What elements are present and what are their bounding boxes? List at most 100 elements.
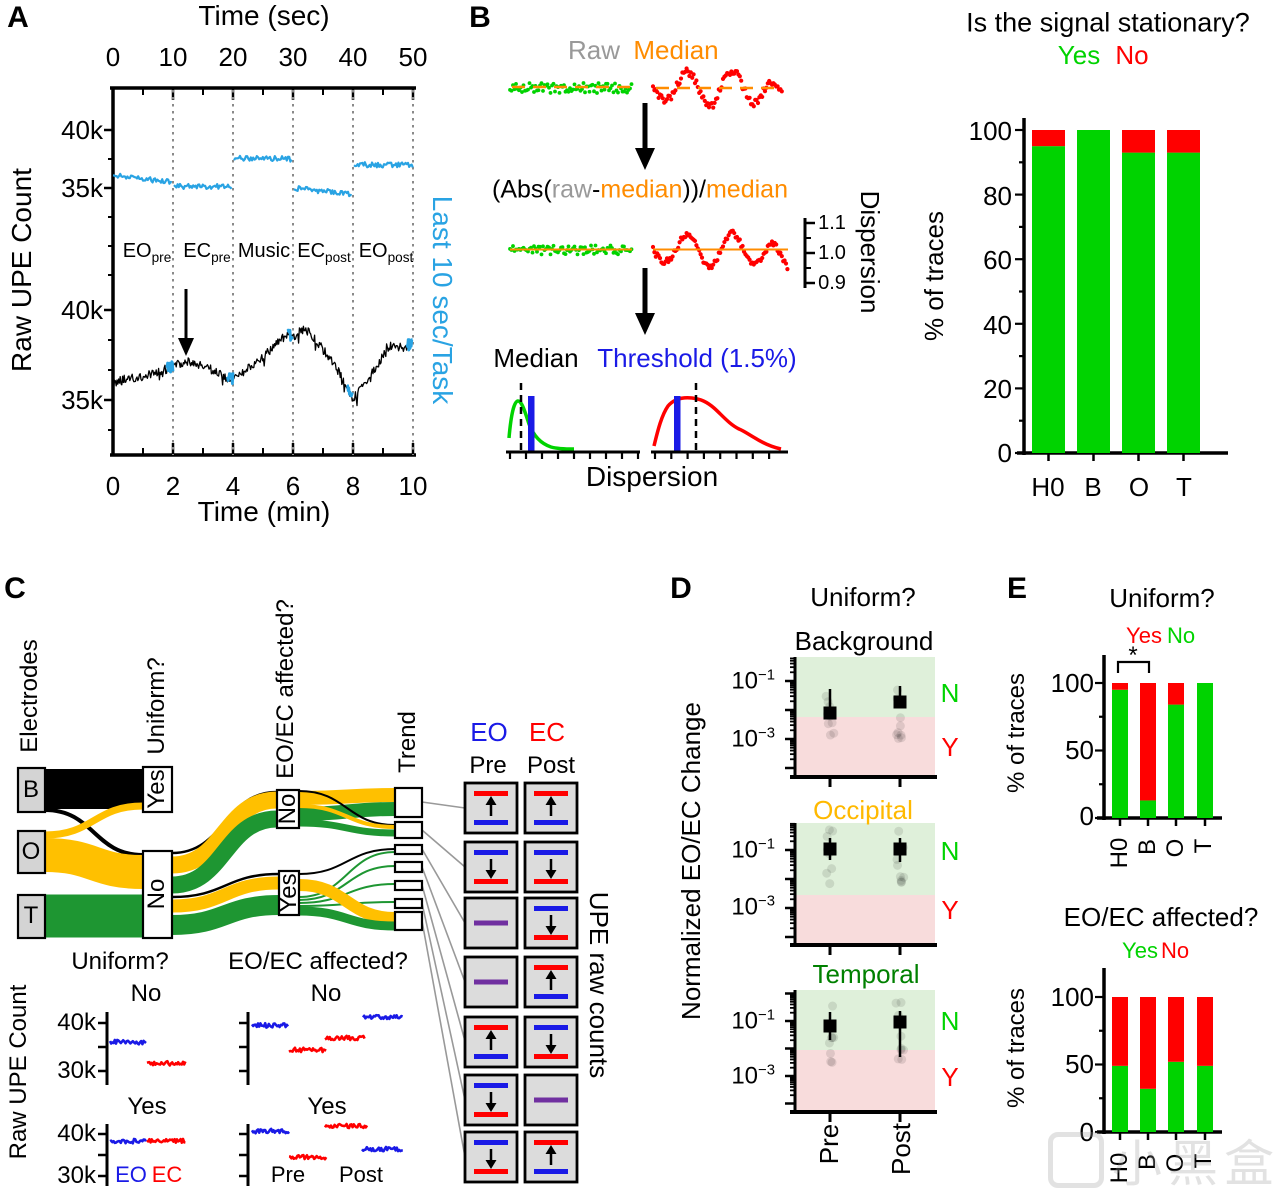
d-n-label: N [940, 1006, 960, 1036]
stationary-y-tick: 0 [997, 438, 1012, 468]
a-y-tick: 40k [61, 115, 103, 145]
d-y-tick: 10−1 [731, 1007, 775, 1035]
stationary-y-label: % of traces [919, 210, 949, 342]
stationary-y-tick: 100 [968, 116, 1012, 146]
stationary-title: Is the signal stationary? [966, 7, 1250, 38]
a-bottom-tick: 2 [165, 471, 181, 501]
e-uniform-legend-no: No [1166, 623, 1196, 648]
a-task-label: EOpost [358, 240, 414, 266]
c-node-eoec-no: No [274, 793, 301, 825]
d-y-label-flag: Y [941, 1062, 959, 1092]
e-uniform-x-tick: H0 [1106, 837, 1133, 869]
stationary-x-tick: T [1176, 472, 1192, 502]
a-task-label: EOpre [122, 240, 172, 266]
a-top-tick: 10 [158, 42, 188, 72]
c-eoec-col-label: EO/EC affected? [272, 599, 299, 779]
panel-b-label: B [469, 1, 491, 34]
e-affected-legend-no: No [1160, 938, 1190, 963]
e-affected-y-tick: 50 [1065, 1049, 1094, 1079]
d-y-tick: 10−3 [731, 893, 775, 921]
stationary-x-tick: B [1084, 472, 1102, 502]
e-uniform-y-tick: 0 [1079, 801, 1094, 831]
a-task-label: ECpre [183, 240, 231, 266]
d-y-label-flag: Y [941, 895, 959, 925]
c-mini-no-label: No [130, 980, 162, 1007]
a-top-tick: 20 [218, 42, 248, 72]
c-mini-uniform-title: Uniform? [71, 948, 169, 975]
a-bottom-tick: 6 [285, 471, 301, 501]
a-bottom-tick: 8 [345, 471, 361, 501]
b-median2-label: Median [493, 343, 579, 373]
panel-c-label: C [4, 572, 26, 605]
e-uniform-x-tick: B [1134, 838, 1161, 856]
e-uniform-y-label: % of traces [1003, 672, 1030, 794]
a-y-tick: 35k [61, 173, 103, 203]
a-top-axis-title: Time (sec) [198, 0, 330, 31]
e-uniform-x-tick: T [1190, 838, 1217, 854]
e-uniform-y-tick: 50 [1065, 735, 1094, 765]
stationary-y-tick: 20 [983, 374, 1012, 404]
stationary-x-tick: O [1128, 472, 1150, 502]
c-mini-y-tick: 30k [57, 1162, 96, 1189]
stationary-x-tick: H0 [1031, 472, 1065, 502]
c-mini-post-label: Post [338, 1162, 384, 1187]
stationary-legend-yes: Yes [1057, 40, 1101, 70]
c-node-eoec-yes: Yes [275, 873, 302, 913]
panel-d-label: D [670, 572, 692, 605]
b-x-axis-label: Dispersion [585, 461, 719, 492]
b-dispersion-right-label: Dispersion [855, 190, 885, 314]
c-mini-ec-label: EC [151, 1162, 183, 1187]
d-title: Uniform? [810, 582, 916, 612]
d-n-label: N [940, 678, 960, 708]
stationary-y-tick: 40 [983, 310, 1012, 340]
e-affected-y-tick: 0 [1079, 1117, 1094, 1147]
b-raw-label: Raw [567, 35, 621, 65]
d-y-label-flag: Y [941, 732, 959, 762]
c-grid-ec-header: EC [528, 717, 566, 747]
b-threshold-label: Threshold (1.5%) [597, 343, 797, 373]
b-median-label: Median [633, 35, 719, 65]
a-right-label: Last 10 sec/Task [427, 195, 458, 405]
b-disp-tick: 1.1 [818, 212, 846, 234]
c-node-b: B [22, 776, 40, 803]
e-uniform-title: Uniform? [1109, 583, 1215, 613]
c-grid-post-header: Post [526, 752, 576, 779]
c-mini-no-label: No [310, 980, 342, 1007]
c-mini-y-tick: 30k [57, 1057, 96, 1084]
c-mini-y-tick: 40k [57, 1009, 96, 1036]
c-mini-y-tick: 40k [57, 1120, 96, 1147]
d-y-tick: 10−1 [731, 667, 775, 695]
a-task-label: ECpost [297, 240, 351, 266]
a-bottom-tick: 0 [105, 471, 121, 501]
watermark: 小黑盒 [1048, 1124, 1280, 1196]
d-x-tick-post: Post [886, 1122, 916, 1176]
a-top-tick: 40 [338, 42, 368, 72]
panel-a-label: A [7, 1, 29, 34]
stationary-y-tick: 80 [983, 181, 1012, 211]
c-grid-pre-header: Pre [469, 752, 507, 779]
c-mini-y-label: Raw UPE Count [5, 984, 32, 1160]
b-disp-tick: 1.0 [818, 242, 846, 264]
c-node-uniform-yes: Yes [143, 769, 170, 809]
a-y-axis-label: Raw UPE Count [6, 168, 37, 372]
watermark-logo-icon [1048, 1132, 1104, 1188]
c-trend-col-label: Trend [394, 711, 421, 773]
c-grid-right-label: UPE raw counts [584, 891, 614, 1079]
d-y-tick: 10−1 [731, 836, 775, 864]
a-top-tick: 50 [398, 42, 428, 72]
b-disp-tick: 0.9 [818, 272, 846, 294]
c-mini-pre-label: Pre [270, 1162, 306, 1187]
a-bottom-axis-title: Time (min) [197, 496, 331, 527]
c-electrodes-label: Electrodes [16, 639, 43, 753]
a-bottom-tick: 4 [225, 471, 241, 501]
e-uniform-x-tick: O [1162, 838, 1189, 858]
e-uniform-y-tick: 100 [1050, 668, 1094, 698]
d-y-tick: 10−3 [731, 725, 775, 753]
c-node-uniform-no: No [143, 878, 170, 910]
c-uniform-col-label: Uniform? [143, 657, 170, 755]
c-mini-yes-label: Yes [307, 1093, 347, 1120]
c-mini-yes-label: Yes [127, 1093, 167, 1120]
c-mini-eoec-title: EO/EC affected? [228, 948, 408, 975]
